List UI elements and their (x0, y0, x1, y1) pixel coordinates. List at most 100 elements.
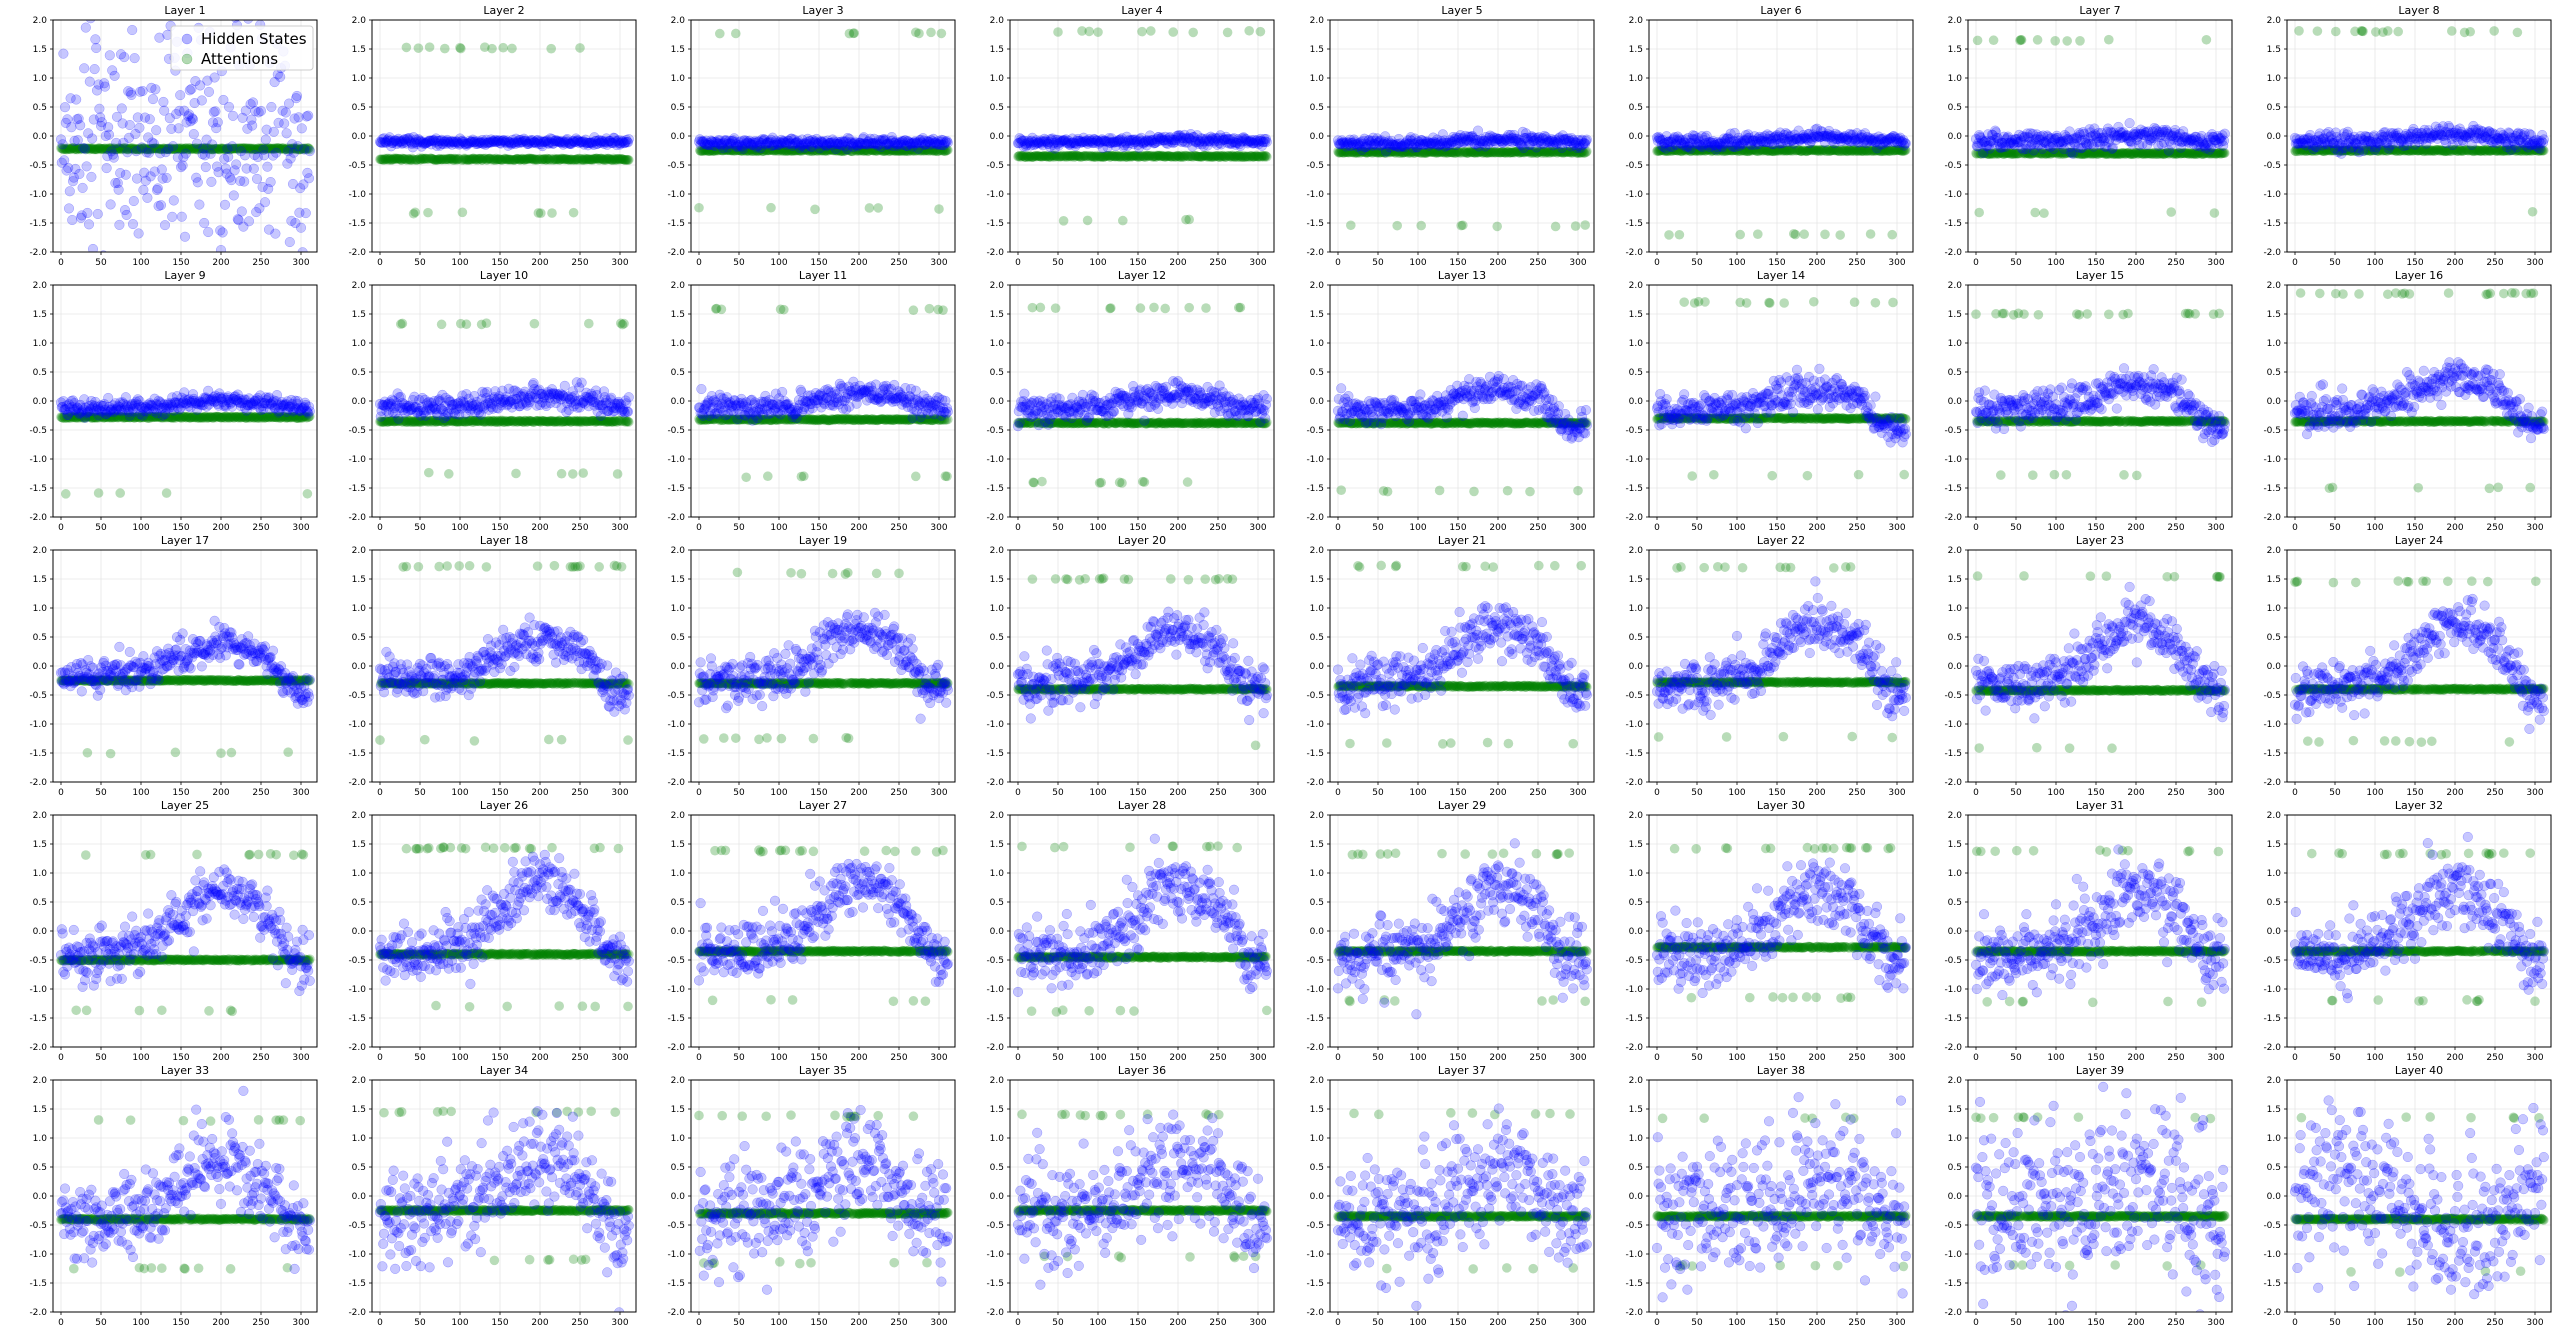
hidden-state-point (123, 86, 134, 97)
attention-point (58, 144, 69, 155)
hidden-state-point (171, 108, 182, 120)
attention-point (244, 143, 254, 154)
hidden-state-point (121, 209, 132, 220)
attention-point (89, 144, 100, 154)
attention-point (108, 144, 118, 155)
attention-point (196, 143, 206, 153)
hidden-state-point (87, 243, 99, 252)
hidden-state-point (189, 97, 200, 109)
attention-point (147, 143, 157, 154)
attention-point (180, 143, 190, 154)
attention-point (164, 144, 174, 154)
attention-point (2075, 36, 2085, 46)
attention-point (79, 143, 89, 154)
hidden-state-point (135, 86, 146, 97)
hidden-state-point (176, 211, 187, 222)
attention-point (110, 144, 121, 155)
attention-point (410, 207, 421, 218)
hidden-state-point (131, 173, 143, 184)
hidden-state-point (181, 117, 192, 128)
hidden-state-point (132, 112, 143, 123)
x-tick-label: 0 (1015, 258, 1021, 268)
attention-point (1093, 27, 1103, 37)
hidden-state-point (114, 219, 125, 230)
attention-point (204, 144, 214, 154)
attention-point (121, 143, 131, 154)
attention-point (2294, 26, 2304, 36)
attention-point (206, 144, 217, 154)
hidden-state-point (265, 177, 276, 188)
attention-point (302, 143, 313, 153)
attention-point (287, 143, 298, 154)
attention-point (456, 43, 466, 54)
y-tick-label: -0.5 (667, 161, 685, 171)
attention-point (109, 143, 119, 154)
hidden-state-point (76, 210, 87, 221)
attention-point (184, 143, 194, 153)
hidden-state-point (147, 137, 158, 148)
panel-layer-7: 0 50 100 150 200 250 300-2.0-1.5-1.0-0.50.00.5… (1944, 4, 2233, 268)
panel-layer-2: 0 50 100 150 200 250 300-2.0-1.5-1.0-0.50.00.5… (348, 4, 637, 268)
attention-point (116, 144, 126, 154)
attention-point (219, 144, 229, 155)
attention-point (235, 143, 245, 154)
attention-point (81, 143, 92, 154)
hidden-state-point (101, 163, 112, 174)
attention-point (155, 144, 165, 154)
hidden-state-point (98, 286, 108, 296)
attention-point (119, 144, 129, 154)
attention-point (146, 143, 157, 154)
attention-point (252, 143, 263, 154)
attention-point (424, 42, 435, 52)
attention-point (120, 143, 130, 153)
hidden-state-point (70, 163, 81, 174)
hidden-state-point (211, 123, 222, 134)
x-tick-label: 150 (1129, 258, 1146, 268)
hidden-state-point (175, 90, 186, 101)
attention-point (186, 143, 197, 154)
attention-point (209, 144, 220, 154)
attention-point (278, 143, 289, 153)
attention-point (193, 144, 203, 155)
attention-point (109, 143, 120, 154)
hidden-state-point (74, 168, 85, 180)
attention-point (291, 144, 302, 154)
attention-point (2039, 208, 2049, 219)
attention-point (76, 143, 86, 154)
attention-point (222, 144, 233, 154)
hidden-state-point (199, 217, 210, 229)
attention-point (2209, 208, 2220, 218)
attention-point (273, 143, 284, 154)
attention-point (210, 143, 221, 154)
x-tick-label: 100 (1728, 258, 1745, 268)
hidden-state-point (211, 161, 223, 172)
hidden-state-point (191, 138, 203, 149)
panel-title: Layer 3 (802, 4, 843, 17)
attention-point (810, 204, 820, 215)
hidden-state-point (63, 203, 75, 214)
attention-point (168, 144, 178, 155)
attention-point (1458, 220, 1468, 231)
attention-point (457, 207, 468, 218)
attention-point (126, 143, 137, 153)
points (1332, 125, 1592, 232)
hidden-state-point (167, 211, 178, 222)
hidden-state-point (90, 34, 101, 45)
attention-point (106, 143, 117, 153)
hidden-state-point (62, 114, 73, 125)
hidden-state-point (247, 97, 259, 108)
hidden-state-point (137, 85, 148, 97)
attention-point (289, 143, 299, 153)
hidden-state-point (81, 161, 92, 172)
hidden-state-point (174, 105, 185, 116)
hidden-state-point (236, 206, 247, 217)
attention-point (185, 143, 195, 153)
hidden-state-point (119, 205, 131, 216)
hidden-state-point (2124, 118, 2135, 129)
x-tick-label: 150 (172, 258, 189, 268)
attention-point (568, 207, 579, 218)
attention-point (189, 143, 200, 153)
attention-point (105, 143, 115, 154)
hidden-state-point (111, 111, 123, 122)
attention-point (103, 144, 113, 155)
